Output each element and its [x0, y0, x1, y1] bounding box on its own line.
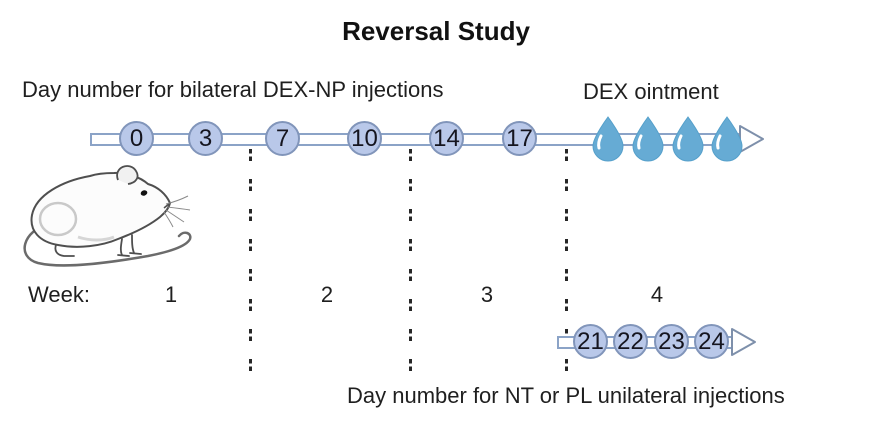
week-row-label: Week:	[28, 282, 90, 307]
timeline-2-arrowhead-icon	[731, 328, 756, 356]
week-divider-2	[409, 149, 412, 372]
day-circle: 17	[502, 121, 537, 156]
week-number-1: 1	[164, 282, 178, 307]
day-circle: 23	[654, 324, 689, 359]
week-number-3: 3	[480, 282, 494, 307]
day-number: 7	[275, 124, 290, 152]
day-number: 23	[658, 327, 685, 355]
day-number: 17	[506, 124, 533, 152]
week-divider-3	[565, 149, 568, 372]
day-number: 21	[577, 327, 604, 355]
day-circle: 24	[694, 324, 729, 359]
day-circle: 21	[573, 324, 608, 359]
day-circle: 0	[119, 121, 154, 156]
week-divider-1	[249, 149, 252, 372]
day-circle: 7	[265, 121, 300, 156]
day-number: 24	[698, 327, 725, 355]
week-number-4: 4	[650, 282, 664, 307]
unilateral-injections-label: Day number for NT or PL unilateral injec…	[347, 383, 785, 408]
dex-ointment-drop-icon	[592, 116, 624, 162]
dex-ointment-drop-icon	[711, 116, 743, 162]
day-number: 3	[198, 124, 213, 152]
week-number-2: 2	[320, 282, 334, 307]
dex-ointment-drop-icon	[672, 116, 704, 162]
mouse-illustration	[23, 165, 192, 267]
day-circle: 10	[347, 121, 382, 156]
page-title: Reversal Study	[342, 16, 530, 46]
day-circle: 3	[188, 121, 223, 156]
day-number: 10	[351, 124, 378, 152]
day-number: 14	[433, 124, 460, 152]
day-number: 0	[129, 124, 144, 152]
bilateral-injections-label: Day number for bilateral DEX-NP injectio…	[22, 77, 444, 102]
day-number: 22	[617, 327, 644, 355]
dex-ointment-drop-icon	[632, 116, 664, 162]
day-circle: 14	[429, 121, 464, 156]
dex-ointment-label: DEX ointment	[583, 79, 719, 104]
day-circle: 22	[613, 324, 648, 359]
